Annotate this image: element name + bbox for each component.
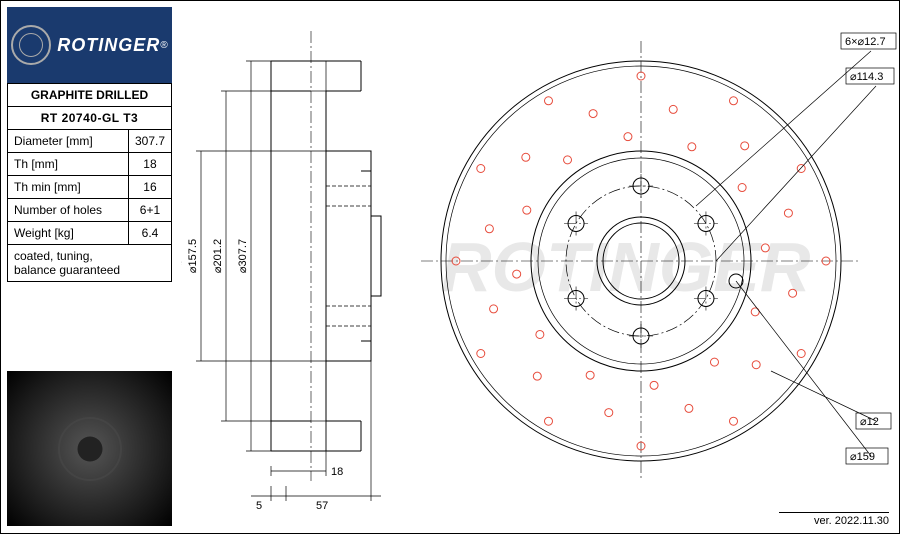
drill-hole bbox=[545, 97, 553, 105]
drill-hole bbox=[536, 330, 544, 338]
spec-value: 18 bbox=[128, 153, 171, 176]
spec-label: Th [mm] bbox=[8, 153, 129, 176]
drill-hole bbox=[589, 110, 597, 118]
dim-step-dia: ⌀201.2 bbox=[212, 239, 224, 273]
drill-hole bbox=[685, 404, 693, 412]
dim-bore: ⌀68 bbox=[181, 247, 184, 266]
dim-hub-depth: 57 bbox=[316, 500, 328, 512]
spec-value: 307.7 bbox=[128, 130, 171, 153]
brand-name: ROTINGER bbox=[57, 35, 160, 56]
dim-offset: 5 bbox=[256, 500, 262, 512]
drill-hole bbox=[490, 305, 498, 313]
drill-hole bbox=[586, 371, 594, 379]
drill-hole bbox=[605, 409, 613, 417]
table-row: Weight [kg]6.4 bbox=[8, 222, 172, 245]
drill-hole bbox=[650, 381, 658, 389]
table-row: Th [mm]18 bbox=[8, 153, 172, 176]
drill-hole bbox=[730, 417, 738, 425]
drill-hole bbox=[523, 206, 531, 214]
table-row: Diameter [mm]307.7 bbox=[8, 130, 172, 153]
spec-value: 6.4 bbox=[128, 222, 171, 245]
drill-hole bbox=[477, 350, 485, 358]
dim-outer-dia: ⌀307.7 bbox=[237, 239, 249, 273]
drill-hole bbox=[624, 133, 632, 141]
dim-drill: ⌀12 bbox=[860, 416, 879, 428]
drill-hole bbox=[669, 105, 677, 113]
spec-label: Diameter [mm] bbox=[8, 130, 129, 153]
spec-note: coated, tuning, balance guaranteed bbox=[8, 245, 172, 282]
spec-subtitle: GRAPHITE DRILLED bbox=[8, 84, 172, 107]
dim-locator: ⌀159 bbox=[850, 451, 875, 463]
drill-hole bbox=[545, 417, 553, 425]
drill-hole bbox=[752, 361, 760, 369]
spec-label: Th min [mm] bbox=[8, 176, 129, 199]
spec-table: GRAPHITE DRILLED RT 20740-GL T3 Diameter… bbox=[7, 83, 172, 282]
version-label: ver. 2022.11.30 bbox=[779, 512, 889, 527]
dim-thickness: 18 bbox=[331, 466, 343, 478]
drawing-page: ROTINGER® GRAPHITE DRILLED RT 20740-GL T… bbox=[0, 0, 900, 534]
watermark: ROTINGER bbox=[441, 228, 811, 306]
spec-label: Number of holes bbox=[8, 199, 129, 222]
logo-icon bbox=[11, 25, 51, 65]
product-photo bbox=[7, 371, 172, 526]
drill-hole bbox=[797, 350, 805, 358]
table-row: Th min [mm]16 bbox=[8, 176, 172, 199]
dim-bolt-pattern: 6×⌀12.7 bbox=[845, 36, 886, 48]
section-view: ⌀307.7 ⌀201.2 ⌀157.5 ⌀68 18 bbox=[181, 31, 381, 512]
drill-hole bbox=[710, 358, 718, 366]
drill-hole bbox=[730, 97, 738, 105]
spec-value: 16 bbox=[128, 176, 171, 199]
spec-code: RT 20740-GL T3 bbox=[8, 107, 172, 130]
drill-hole bbox=[784, 209, 792, 217]
dim-pcd: ⌀114.3 bbox=[850, 71, 883, 83]
spec-label: Weight [kg] bbox=[8, 222, 129, 245]
drill-hole bbox=[688, 143, 696, 151]
dim-hub-dia: ⌀157.5 bbox=[187, 239, 199, 273]
drill-hole bbox=[564, 156, 572, 164]
technical-drawings: ROTINGER bbox=[181, 1, 900, 534]
drill-hole bbox=[522, 153, 530, 161]
drill-hole bbox=[738, 184, 746, 192]
table-row: Number of holes6+1 bbox=[8, 199, 172, 222]
drill-hole bbox=[741, 142, 749, 150]
brand-logo: ROTINGER® bbox=[7, 7, 172, 83]
spec-value: 6+1 bbox=[128, 199, 171, 222]
drill-hole bbox=[477, 165, 485, 173]
drawing-svg: ROTINGER bbox=[181, 1, 900, 534]
drill-hole bbox=[533, 372, 541, 380]
